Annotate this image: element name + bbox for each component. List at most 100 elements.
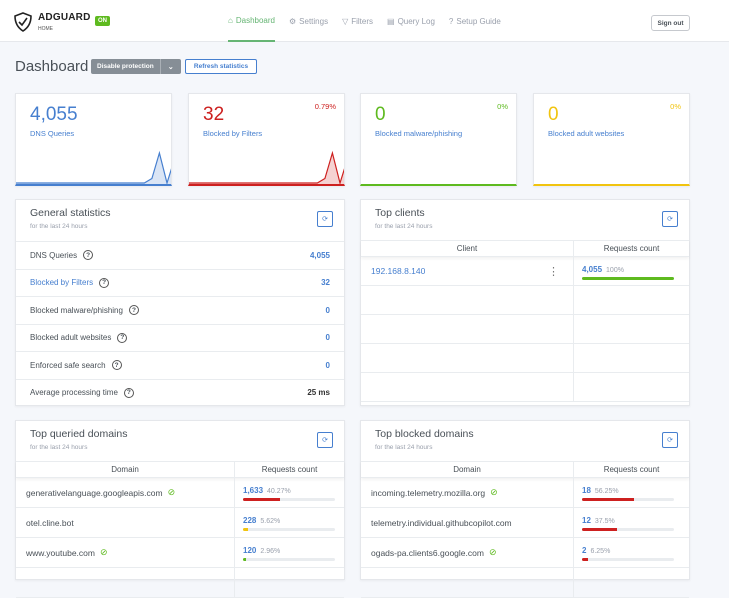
card-title: Top clients	[375, 207, 425, 219]
disable-protection-button[interactable]: Disable protection ⌄	[91, 59, 181, 74]
stat-label: Blocked adult websites	[548, 129, 625, 138]
column-header-client: Client	[361, 241, 574, 256]
card-title: General statistics	[30, 207, 111, 219]
stat-row: Blocked malware/phishing? 0	[16, 296, 344, 324]
refresh-statistics-button[interactable]: Refresh statistics	[185, 59, 257, 74]
help-icon[interactable]: ?	[123, 387, 134, 398]
stat-percent: 0%	[497, 102, 508, 111]
sparkline-line	[16, 150, 171, 184]
name-cell: otel.cline.bot	[16, 508, 235, 537]
card-title: Top blocked domains	[375, 428, 474, 440]
table-row: telemetry.individual.githubcopilot.com 12…	[361, 508, 689, 538]
table-row: incoming.telemetry.mozilla.org ⊘ 18 56.25%	[361, 478, 689, 508]
table-row: ogads-pa.clients6.google.com ⊘ 2 6.25%	[361, 538, 689, 568]
progress-bar	[582, 277, 674, 280]
row-name: www.youtube.com	[26, 547, 95, 558]
table-row: 192.168.8.140 ⋮ 4,055 100%	[361, 257, 689, 286]
request-percent: 5.62%	[260, 518, 281, 525]
tracker-eye-icon[interactable]: ⊘	[167, 487, 176, 497]
empty-cell	[361, 286, 574, 314]
name-cell: ogads-pa.clients6.google.com ⊘	[361, 538, 574, 567]
column-header-requests-count: Requests count	[261, 465, 318, 474]
chevron-down-icon[interactable]: ⌄	[167, 63, 174, 71]
request-count: 1,633	[243, 486, 264, 495]
request-count: 12	[582, 516, 591, 525]
empty-row	[361, 344, 689, 373]
card-subtitle: for the last 24 hours	[375, 444, 433, 451]
progress-fill	[582, 528, 617, 531]
stat-row: Enforced safe search? 0	[16, 351, 344, 379]
stat-row-label: DNS Queries	[30, 250, 78, 260]
help-icon[interactable]: ?	[111, 360, 122, 371]
column-header-domain: Domain	[16, 462, 235, 477]
empty-row	[361, 286, 689, 315]
top-clients-card: Top clients for the last 24 hours ⟳ Client R…	[360, 199, 690, 406]
stat-card: 0 Blocked adult websites 0%	[533, 93, 690, 186]
nav-settings[interactable]: ⚙ Settings	[289, 0, 328, 42]
table-row: generativelanguage.googleapis.com ⊘ 1,633 4…	[16, 478, 344, 508]
tracker-eye-icon[interactable]: ⊘	[99, 547, 108, 557]
name-cell: generativelanguage.googleapis.com ⊘	[16, 478, 235, 507]
nav-query-log[interactable]: ▤ Query Log	[387, 0, 435, 42]
refresh-button[interactable]: ⟳	[317, 432, 333, 448]
tracker-eye-icon[interactable]: ⊘	[488, 547, 497, 557]
stat-percent: 0.79%	[314, 102, 336, 111]
empty-cell	[361, 344, 574, 372]
shield-check-icon	[14, 12, 32, 32]
request-count: 2	[582, 546, 587, 555]
logo[interactable]: ADGUARD HOME	[14, 12, 91, 32]
refresh-button[interactable]: ⟳	[662, 432, 678, 448]
column-header-requests-count: Requests count	[603, 244, 660, 253]
progress-fill	[243, 558, 246, 561]
general-statistics-card: General statistics for the last 24 hours…	[15, 199, 345, 406]
empty-cell	[361, 568, 574, 597]
stat-row: DNS Queries? 4,055	[16, 241, 344, 269]
stat-row-label: Average processing time	[30, 388, 118, 398]
stat-row: Blocked adult websites? 0	[16, 323, 344, 352]
top-queried-domains-card: Top queried domains for the last 24 hours…	[15, 420, 345, 598]
progress-bar	[582, 558, 674, 561]
tracker-eye-icon[interactable]: ⊘	[490, 487, 498, 497]
more-vertical-icon[interactable]: ⋮	[548, 265, 559, 278]
stat-value: 32	[203, 104, 225, 125]
top-blocked-domains-card: Top blocked domains for the last 24 hours…	[360, 420, 690, 598]
stat-card: 4,055 DNS Queries	[15, 93, 172, 186]
stat-row-value: 25 ms	[307, 388, 330, 398]
stat-row-label[interactable]: Blocked by Filters	[30, 278, 94, 288]
progress-bar	[243, 558, 335, 561]
sparkline-area	[16, 153, 171, 184]
stat-row: Blocked by Filters? 32	[16, 268, 344, 297]
stat-row-value: 0	[325, 305, 330, 315]
table-header: Domain Requests count	[16, 461, 344, 478]
card-title: Top queried domains	[30, 428, 128, 440]
stat-value: 4,055	[30, 104, 78, 125]
stat-card: 0 Blocked malware/phishing 0%	[360, 93, 517, 186]
refresh-button[interactable]: ⟳	[317, 211, 333, 227]
help-icon[interactable]: ?	[117, 332, 128, 343]
row-name: incoming.telemetry.mozilla.org	[371, 487, 486, 498]
row-name[interactable]: 192.168.8.140	[371, 266, 426, 276]
table-row: otel.cline.bot 228 5.62%	[16, 508, 344, 538]
nav-label: Settings	[299, 16, 329, 26]
top-header: ADGUARD HOME ON ⌂ Dashboard ⚙ Settings ▽ Filte…	[0, 0, 729, 42]
refresh-button[interactable]: ⟳	[662, 211, 678, 227]
refresh-icon: ⟳	[322, 437, 328, 444]
sparkline-area	[189, 153, 344, 184]
nav-filters[interactable]: ▽ Filters	[342, 0, 373, 42]
nav-dashboard[interactable]: ⌂ Dashboard	[228, 0, 275, 42]
filter-icon: ▽	[342, 16, 349, 26]
stat-value: 0	[548, 104, 559, 125]
stat-row-label: Blocked malware/phishing	[30, 305, 123, 315]
nav-setup-guide[interactable]: ? Setup Guide	[449, 0, 501, 42]
card-subtitle: for the last 24 hours	[375, 223, 433, 230]
stat-value: 0	[375, 104, 386, 125]
sparkline	[16, 150, 171, 184]
sign-out-button[interactable]: Sign out	[651, 15, 690, 31]
progress-bar	[243, 528, 335, 531]
help-icon[interactable]: ?	[83, 250, 94, 261]
help-icon[interactable]: ?	[99, 277, 110, 288]
refresh-icon: ⟳	[667, 216, 673, 223]
protection-status-badge: ON	[95, 16, 110, 26]
help-icon[interactable]: ?	[128, 305, 139, 316]
request-percent: 6.25%	[590, 548, 611, 555]
